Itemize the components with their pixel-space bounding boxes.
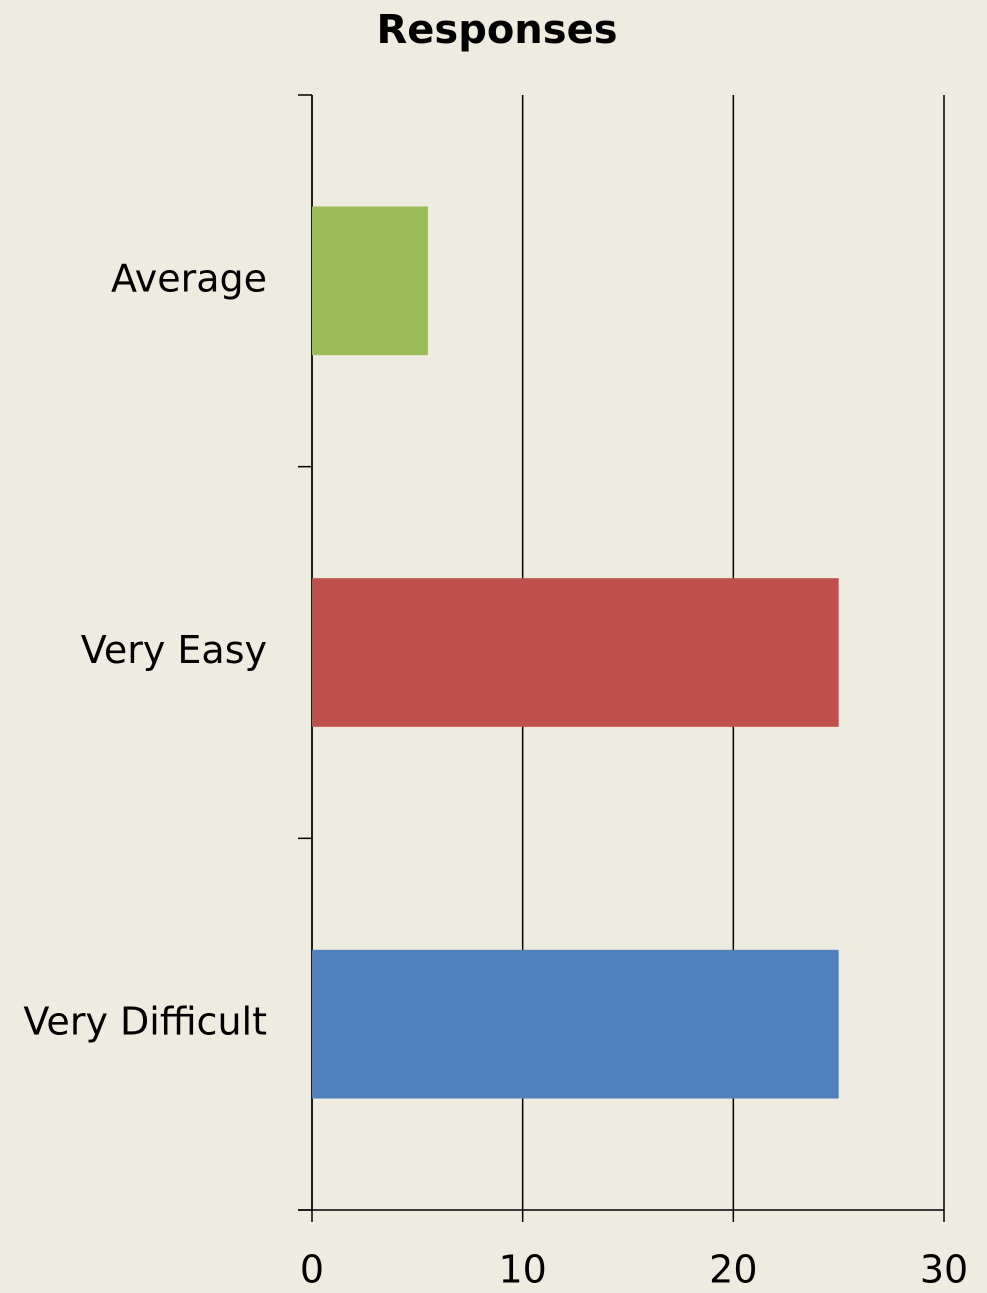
y-tick-label: Very Easy [81, 628, 267, 672]
x-tick-label: 0 [300, 1248, 324, 1292]
bar [312, 578, 839, 727]
x-tick-label: 20 [709, 1248, 757, 1292]
x-tick-label: 10 [498, 1248, 546, 1292]
y-tick-label: Average [111, 256, 267, 300]
x-tick-label: 30 [920, 1248, 968, 1292]
y-tick-label: Very Difficult [23, 1000, 267, 1044]
bar [312, 949, 839, 1099]
chart-title: Responses [376, 7, 617, 53]
bar [312, 206, 428, 356]
